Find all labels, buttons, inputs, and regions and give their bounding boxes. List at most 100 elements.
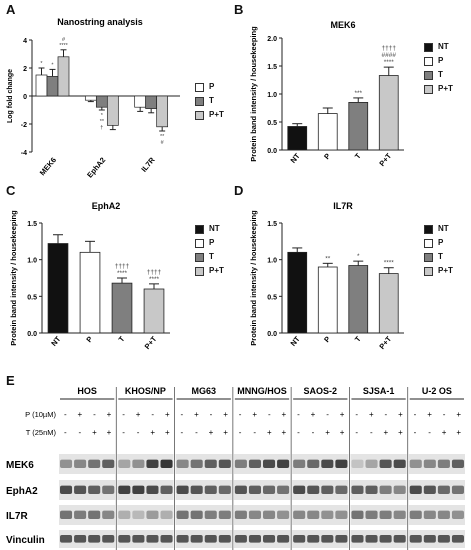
significance-label: * — [51, 62, 54, 68]
treatment-sign: - — [64, 428, 67, 437]
x-tick-label: P+T — [143, 334, 159, 351]
blot-band — [132, 459, 145, 468]
treatment-sign: + — [165, 428, 170, 437]
legend-label: P — [209, 82, 215, 91]
bar-nt — [287, 126, 308, 151]
treatment-sign: - — [443, 410, 446, 419]
blot-band — [60, 535, 73, 543]
blot-band — [160, 535, 173, 543]
y-tick-label: 0.0 — [27, 331, 37, 338]
blot-strip — [59, 454, 116, 474]
legend-item: T — [424, 250, 453, 264]
blot-band — [277, 485, 290, 494]
bar-t — [111, 282, 133, 334]
significance-label: ** — [325, 255, 331, 262]
panel-b-chart: MEK6 0.0 0.5 1.0 1.5 2.0 Protein band intensit… — [234, 0, 471, 180]
treatment-sign: + — [442, 428, 447, 437]
y-tick-label: 1.5 — [267, 64, 277, 71]
blot-band — [132, 485, 145, 494]
blot-band — [132, 510, 145, 519]
treatment-sign: + — [427, 410, 432, 419]
legend-label: NT — [438, 224, 449, 233]
treatment-sign: + — [223, 428, 228, 437]
blot-band — [190, 535, 203, 543]
blot-band — [423, 510, 436, 519]
bar-p — [79, 251, 101, 334]
legend-swatch — [424, 56, 433, 66]
legend-item: P+T — [195, 264, 224, 278]
treatment-sign: - — [312, 428, 315, 437]
legend-swatch — [195, 96, 204, 106]
blot-strip — [59, 505, 116, 525]
treatment-sign: - — [297, 428, 300, 437]
legend-item: NT — [424, 222, 453, 236]
treatment-sign: + — [78, 410, 83, 419]
blot-band — [379, 535, 392, 543]
treatment-sign: + — [107, 428, 112, 437]
legend-swatch — [195, 252, 204, 262]
treatment-sign: + — [150, 428, 155, 437]
blot-strip — [233, 480, 291, 500]
panel-b-legend: NT P T P+T — [424, 40, 453, 96]
legend-swatch — [195, 266, 204, 276]
blot-band — [393, 535, 406, 543]
blot-band — [277, 535, 290, 543]
bar-p — [317, 113, 338, 151]
blot-band — [176, 510, 189, 519]
y-tick-label: 0.5 — [267, 120, 277, 127]
blot-strip — [408, 530, 465, 548]
y-tick-label: 0 — [23, 94, 27, 101]
treatment-sign: - — [355, 428, 358, 437]
blot-band — [335, 459, 348, 468]
y-tick-label: 2 — [23, 66, 27, 73]
blot-band — [190, 459, 203, 468]
legend-item: P — [424, 54, 453, 68]
blot-band — [218, 510, 231, 519]
treatment-sign: + — [136, 410, 141, 419]
blot-band — [335, 510, 348, 519]
blot-band — [365, 535, 378, 543]
panel-a-legend: P T P+T — [195, 80, 224, 122]
x-tick-label: P+T — [377, 151, 393, 168]
blot-band — [190, 485, 203, 494]
x-tick-label: T — [353, 151, 363, 161]
blot-band — [60, 485, 73, 494]
blot-strip — [175, 505, 232, 525]
blot-band — [263, 535, 276, 543]
treatment-sign: + — [194, 410, 199, 419]
blot-band — [118, 485, 131, 494]
blot-band — [409, 535, 422, 543]
blot-band — [393, 485, 406, 494]
significance-label: †††† — [147, 269, 162, 276]
blot-band — [102, 459, 115, 468]
blot-band — [335, 485, 348, 494]
significance-label: # — [62, 37, 66, 43]
treatment-sign: - — [195, 428, 198, 437]
legend-item: P+T — [424, 264, 453, 278]
y-tick-label: 4 — [23, 38, 27, 45]
legend-swatch — [424, 42, 433, 52]
legend-label: P+T — [209, 266, 224, 275]
blot-band — [423, 459, 436, 468]
y-axis-label: Protein band intensity / housekeeping — [9, 210, 18, 346]
treatment-sign: + — [340, 428, 345, 437]
chart-title: IL7R — [333, 201, 353, 211]
blot-band — [234, 535, 247, 543]
blot-band — [263, 510, 276, 519]
treatment-sign: + — [384, 428, 389, 437]
protein-label: IL7R — [6, 511, 28, 522]
significance-label: **** — [384, 260, 395, 267]
y-axis-label: Protein band intensity / housekeeping — [249, 26, 258, 162]
legend-label: P — [438, 238, 444, 247]
treatment-sign: + — [252, 410, 257, 419]
treatment-sign: + — [282, 410, 287, 419]
blot-band — [218, 459, 231, 468]
blot-band — [118, 535, 131, 543]
blot-band — [60, 510, 73, 519]
blot-band — [379, 459, 392, 468]
blot-band — [351, 485, 364, 494]
treatment-sign: + — [398, 428, 403, 437]
legend-label: NT — [438, 42, 449, 51]
panel-label-d: D — [234, 183, 244, 198]
treatment-sign: - — [93, 410, 96, 419]
